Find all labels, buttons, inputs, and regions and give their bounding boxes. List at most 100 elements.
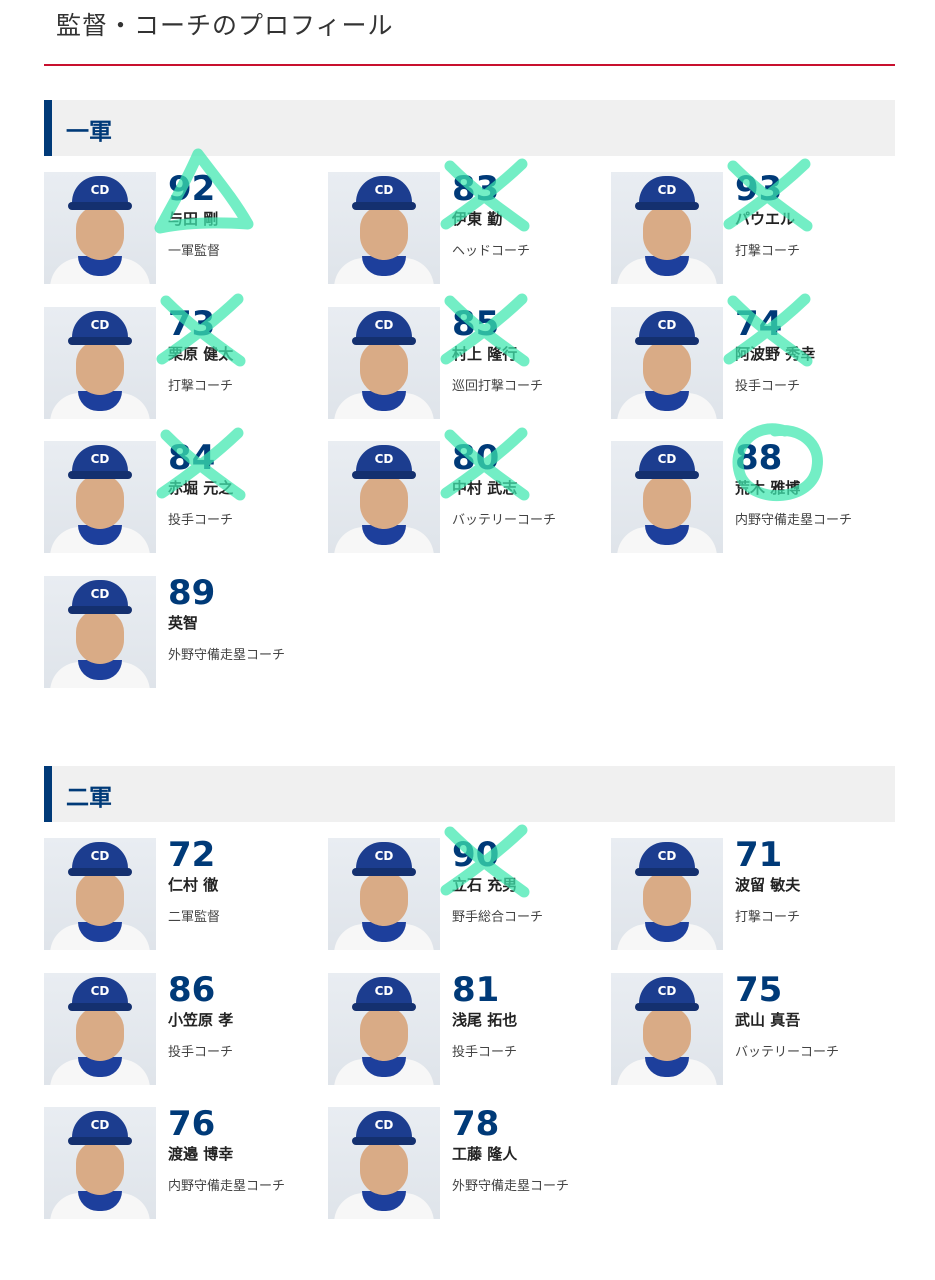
staff-name[interactable]: 中村 武志	[452, 479, 518, 497]
staff-name[interactable]: 浅尾 拓也	[452, 1010, 518, 1029]
staff-photo[interactable]: CD	[328, 1107, 440, 1219]
uniform-number: 92	[168, 169, 216, 209]
cap-brim	[68, 868, 132, 876]
staff-name[interactable]: 英智	[168, 613, 199, 632]
staff-card[interactable]: CD 72 仁村 徹二軍監督	[44, 835, 314, 950]
section-header-farm-team: 二軍	[44, 766, 895, 822]
undershirt-collar	[78, 659, 122, 680]
staff-card[interactable]: CD 84 赤堀 元之投手コーチ	[44, 427, 314, 553]
staff-photo[interactable]: CD	[328, 441, 440, 553]
uniform-number: 93	[735, 169, 783, 209]
staff-role: 投手コーチ	[735, 378, 801, 394]
staff-role: 投手コーチ	[168, 513, 234, 528]
staff-name[interactable]: パウエル	[735, 210, 796, 228]
undershirt-collar	[645, 922, 689, 942]
cap-brim	[68, 202, 132, 210]
staff-photo[interactable]: CD	[44, 172, 156, 284]
uniform-number: 74	[735, 303, 783, 344]
cap-brim	[352, 471, 416, 479]
staff-role: 二軍監督	[168, 910, 221, 925]
staff-card[interactable]: CD 74 阿波野 秀幸 投手コーチ	[611, 293, 881, 419]
uniform-number: 85	[452, 303, 500, 344]
staff-card[interactable]: CD 92 与田 剛一軍監督	[44, 148, 314, 284]
staff-card[interactable]: CD 76 渡邉 博幸 内野守備走塁コーチ	[44, 1104, 314, 1219]
staff-photo[interactable]: CD	[44, 575, 156, 688]
cap-brim	[352, 336, 416, 345]
team-cap-logo-icon: CD	[90, 1118, 110, 1132]
staff-card[interactable]: CD 86 小笠原 孝投手コーチ	[44, 970, 314, 1085]
staff-photo[interactable]: CD	[611, 172, 723, 284]
staff-card[interactable]: CD 85 村上 隆行 巡回打撃コーチ	[328, 293, 598, 419]
uniform-number: 84	[168, 438, 216, 478]
staff-card[interactable]: CD 71 波留 敏夫 打撃コーチ	[611, 835, 881, 950]
staff-card[interactable]: CD 81 浅尾 拓也 投手コーチ	[328, 970, 598, 1085]
uniform-number: 80	[452, 438, 500, 478]
staff-role: バッテリーコーチ	[735, 1044, 840, 1060]
staff-card[interactable]: CD 93 パウエル打撃コーチ	[611, 158, 881, 284]
staff-name[interactable]: 村上 隆行	[452, 344, 518, 363]
face	[76, 1006, 124, 1061]
staff-photo[interactable]: CD	[328, 972, 440, 1085]
undershirt-collar	[362, 525, 406, 545]
cap-brim	[635, 1002, 699, 1011]
uniform-number: 78	[452, 1104, 500, 1144]
staff-role: 打撃コーチ	[735, 244, 801, 259]
staff-photo[interactable]: CD	[328, 838, 440, 950]
staff-name[interactable]: 与田 剛	[168, 210, 219, 228]
uniform-number: 72	[168, 835, 216, 875]
staff-name[interactable]: 仁村 徹	[168, 876, 219, 894]
staff-name[interactable]: 工藤 隆人	[452, 1145, 518, 1163]
face	[643, 340, 691, 395]
staff-card[interactable]: CD 73 栗原 健太 打撃コーチ	[44, 293, 314, 419]
staff-name[interactable]: 武山 真吾	[735, 1010, 801, 1029]
staff-name[interactable]: 渡邉 博幸	[168, 1145, 234, 1163]
face	[360, 206, 408, 260]
team-cap-logo-icon: CD	[374, 849, 394, 863]
staff-card[interactable]: CD 90 立石 充男野手総合コーチ	[328, 824, 598, 950]
staff-photo[interactable]: CD	[44, 838, 156, 950]
uniform-number: 75	[735, 969, 783, 1010]
staff-photo[interactable]: CD	[44, 306, 156, 419]
cap-brim	[352, 1137, 416, 1145]
staff-card[interactable]: CD 80 中村 武志 バッテリーコーチ	[328, 427, 598, 553]
staff-card[interactable]: CD 88 荒木 雅博 内野守備走塁コーチ	[611, 423, 881, 553]
staff-name[interactable]: 小笠原 孝	[168, 1010, 234, 1029]
staff-name[interactable]: 波留 敏夫	[735, 876, 801, 894]
staff-photo[interactable]: CD	[328, 172, 440, 284]
uniform-number: 88	[735, 438, 783, 478]
page-title: 監督・コーチのプロフィール	[56, 11, 394, 40]
cap-brim	[635, 471, 699, 479]
team-cap-logo-icon: CD	[374, 452, 394, 466]
face	[643, 872, 691, 926]
staff-photo[interactable]: CD	[44, 1107, 156, 1219]
staff-role: 打撃コーチ	[735, 910, 801, 925]
staff-name[interactable]: 伊東 勤	[452, 210, 503, 228]
section-title: 二軍	[66, 785, 112, 811]
staff-photo[interactable]: CD	[44, 972, 156, 1085]
staff-name[interactable]: 荒木 雅博	[735, 479, 801, 497]
staff-name[interactable]: 立石 充男	[452, 876, 518, 894]
uniform-number: 83	[452, 169, 500, 209]
staff-name[interactable]: 栗原 健太	[168, 344, 234, 363]
face	[76, 609, 124, 664]
staff-name[interactable]: 赤堀 元之	[168, 479, 234, 497]
uniform-number: 90	[452, 835, 500, 875]
staff-name[interactable]: 阿波野 秀幸	[735, 344, 816, 363]
staff-photo[interactable]: CD	[611, 306, 723, 419]
staff-role: 内野守備走塁コーチ	[168, 1179, 286, 1194]
staff-photo[interactable]: CD	[611, 972, 723, 1085]
team-cap-logo-icon: CD	[374, 183, 394, 197]
staff-role: 野手総合コーチ	[452, 910, 544, 925]
undershirt-collar	[78, 922, 122, 942]
staff-photo[interactable]: CD	[611, 441, 723, 553]
staff-photo[interactable]: CD	[44, 441, 156, 553]
staff-card[interactable]: CD 89 英智 外野守備走塁コーチ	[44, 573, 314, 688]
staff-photo[interactable]: CD	[611, 838, 723, 950]
cap-brim	[352, 202, 416, 210]
staff-photo[interactable]: CD	[328, 306, 440, 419]
staff-card[interactable]: CD 75 武山 真吾バッテリーコーチ	[611, 970, 881, 1085]
team-cap-logo-icon: CD	[90, 183, 110, 197]
staff-card[interactable]: CD 78 工藤 隆人 外野守備走塁コーチ	[328, 1104, 598, 1219]
cap-brim	[352, 868, 416, 876]
staff-card[interactable]: CD 83 伊東 勤ヘッドコーチ	[328, 158, 598, 284]
